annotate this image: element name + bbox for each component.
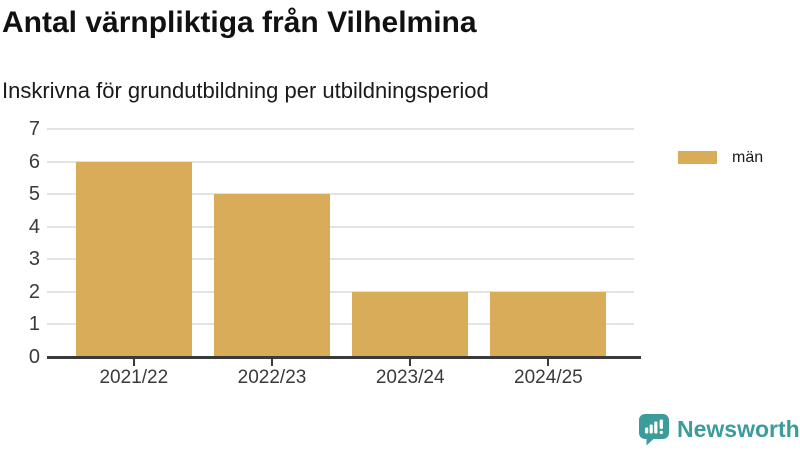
y-tick-label: 0 [28,346,40,368]
x-tick-label: 2023/24 [375,367,445,388]
x-tick-label: 2022/23 [237,367,307,388]
x-axis-line [47,356,641,359]
chart-subtitle: Inskrivna för grundutbildning per utbild… [2,78,489,103]
gridline [47,160,634,163]
newsworthy-logo: Newsworthy [638,413,800,446]
y-tick-label: 6 [28,150,40,173]
gridline [47,323,634,326]
x-tick [547,359,550,366]
gridline [47,193,634,196]
y-tick-label: 3 [28,248,40,271]
bar [490,291,607,357]
gridline [47,258,634,261]
y-tick-label: 1 [28,313,40,336]
x-tick-label: 2024/25 [514,367,583,388]
bar [352,291,469,357]
chart-title: Antal värnpliktiga från Vilhelmina [2,6,477,39]
legend-label: män [732,149,764,166]
y-tick-label: 4 [28,215,40,238]
y-tick-label: 2 [28,280,40,303]
gridline [47,128,634,130]
x-tick [132,359,135,366]
gridline [47,290,634,293]
bar [75,161,192,357]
bar [214,194,330,357]
newsworthy-chart-bubble-icon [639,414,669,446]
y-tick-label: 5 [28,183,40,206]
legend: män [678,149,764,166]
gridline [47,225,634,228]
y-tick-label: 7 [28,118,40,140]
x-tick [409,359,412,366]
x-tick-label: 2021/22 [99,367,169,388]
x-tick [271,359,273,366]
legend-swatch [678,151,717,164]
brand-name: Newsworthy [677,416,800,442]
